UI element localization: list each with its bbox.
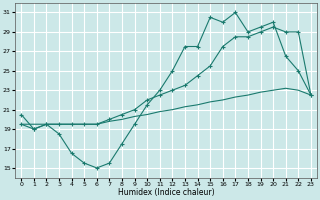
X-axis label: Humidex (Indice chaleur): Humidex (Indice chaleur) <box>118 188 214 197</box>
